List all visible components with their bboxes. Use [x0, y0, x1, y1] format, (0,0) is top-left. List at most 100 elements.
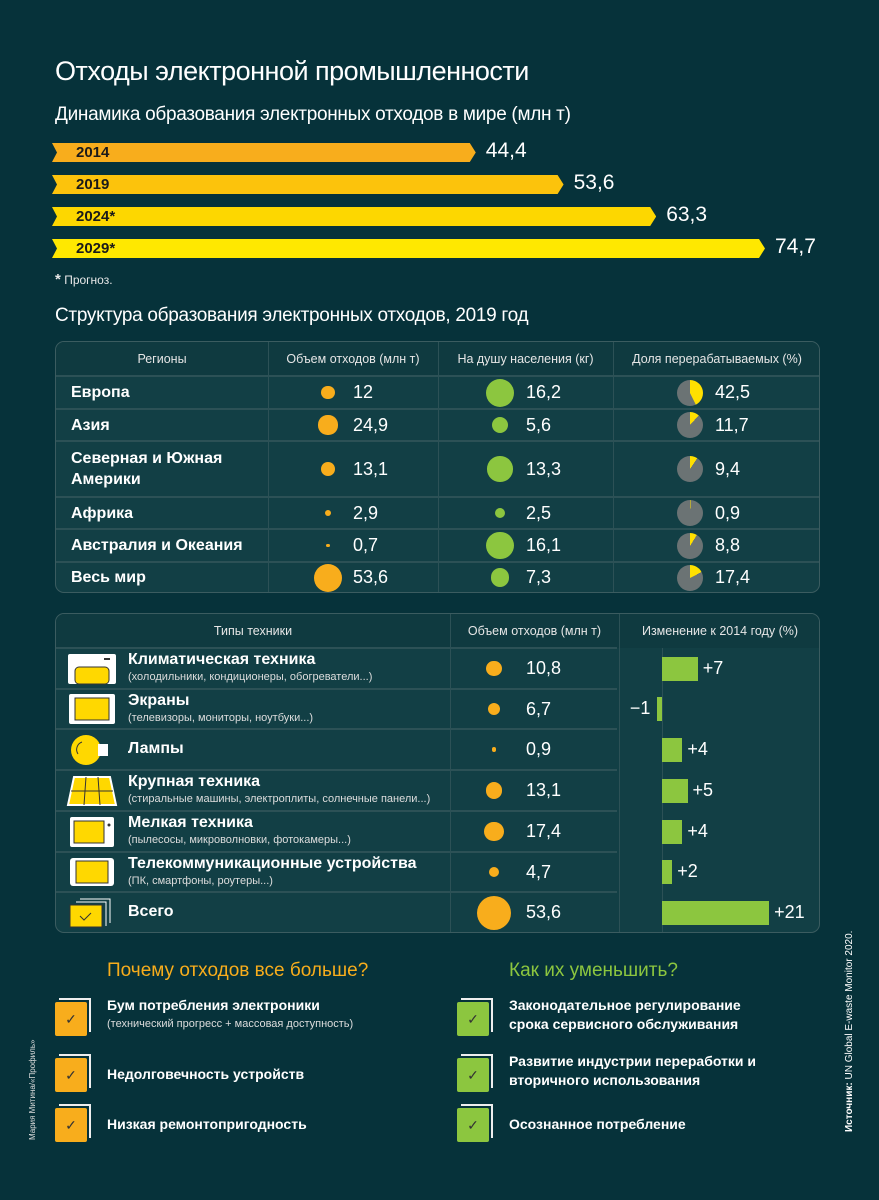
recycled-value: 17,4 — [715, 567, 751, 587]
why-item: Бум потребления электроники (технический … — [107, 996, 377, 1034]
volume-value: 24,9 — [353, 414, 389, 435]
recycled-value: 0,9 — [715, 502, 741, 523]
how-item-text: Законодательное регулирование срока серв… — [509, 997, 741, 1032]
forecast-note: * Прогноз. — [55, 271, 113, 288]
volume-value: 13,1 — [526, 780, 562, 800]
volume-circle — [477, 895, 511, 930]
volume-circle — [321, 462, 335, 476]
change-value: +7 — [702, 657, 724, 678]
per-capita-value: 2,5 — [526, 502, 552, 523]
source-text: UN Global E-waste Monitor 2020. — [844, 930, 855, 1080]
row-divider — [56, 408, 819, 410]
column-header: Объем отходов (млн т) — [450, 614, 619, 648]
per-capita-value: 16,2 — [526, 382, 562, 402]
check-icon-front: ✓ — [457, 1108, 489, 1142]
check-icon: ✓ — [457, 1054, 493, 1092]
bar-2024*: 2024* — [52, 207, 656, 226]
row-divider — [56, 375, 819, 377]
column-header: На душу населения (кг) — [438, 342, 613, 376]
volume-value: 53,6 — [526, 902, 562, 922]
per-capita-circle — [491, 416, 509, 434]
device-type-examples: (стиральные машины, электроплиты, солнеч… — [128, 793, 431, 805]
bar-2014: 2014 — [52, 143, 476, 162]
row-divider — [56, 647, 617, 649]
bar-value-label: 74,7 — [775, 235, 816, 258]
bar-2019: 2019 — [52, 175, 564, 194]
how-item: Законодательное регулирование срока серв… — [509, 996, 779, 1034]
column-header: Доля перерабатываемых (%) — [613, 342, 819, 376]
column-divider — [268, 342, 269, 592]
region-name: Африка — [71, 504, 134, 522]
check-icon: ✓ — [457, 1104, 493, 1142]
device-type-name: Климатическая техника — [128, 651, 316, 668]
volume-circle — [486, 660, 502, 677]
check-icon-front: ✓ — [457, 1058, 489, 1092]
change-value: +5 — [692, 779, 714, 800]
recycled-pie — [677, 500, 703, 526]
device-type-examples: (пылесосы, микроволновки, фотокамеры...) — [128, 834, 351, 846]
column-header: Типы техники — [56, 614, 450, 648]
change-bar — [662, 778, 688, 803]
change-bar — [662, 900, 770, 925]
row-divider — [56, 728, 617, 730]
volume-circle — [485, 782, 503, 799]
per-capita-value: 5,6 — [526, 414, 552, 435]
device-type-name: Экраны — [128, 692, 190, 709]
row-divider — [56, 891, 617, 893]
per-capita-value: 7,3 — [526, 567, 552, 587]
volume-value: 53,6 — [353, 567, 389, 587]
recycled-value: 9,4 — [715, 458, 741, 479]
screen-icon — [66, 693, 118, 725]
volume-value: 0,7 — [353, 535, 379, 555]
device-type-name: Мелкая техника — [128, 814, 253, 831]
check-icon-back — [461, 1104, 493, 1138]
volume-circle — [318, 415, 338, 435]
recycled-pie — [677, 532, 703, 559]
source-label: Источник: — [844, 1082, 855, 1132]
why-heading: Почему отходов все больше? — [107, 960, 369, 981]
column-header: Изменение к 2014 году (%) — [619, 614, 819, 648]
row-divider — [56, 688, 617, 690]
column-divider — [438, 342, 439, 592]
bar-year-label: 2029* — [76, 240, 116, 257]
author-credit: Мария Митина/«Профиль» — [28, 1039, 37, 1140]
how-item-text: Осознанное потребление — [509, 1116, 686, 1132]
region-table: Регионы Объем отходов (млн т) На душу насе… — [55, 341, 820, 593]
check-icon-front: ✓ — [457, 1002, 489, 1036]
column-header: Объем отходов (млн т) — [268, 342, 438, 376]
stack-check-icon — [66, 897, 118, 929]
bar-value-label: 63,3 — [666, 203, 708, 226]
volume-circle — [488, 866, 500, 878]
volume-value: 12 — [353, 382, 374, 402]
bar-2029*: 2029* — [52, 239, 765, 258]
lamp-icon — [66, 734, 118, 766]
column-header: Регионы — [56, 342, 268, 376]
why-item-sub: (технический прогресс + массовая доступн… — [107, 1018, 354, 1030]
why-item-text: Недолговечность устройств — [107, 1066, 305, 1082]
check-icon-back — [59, 1054, 91, 1088]
change-value: +4 — [687, 738, 708, 759]
column-divider — [613, 342, 614, 592]
row-divider — [56, 440, 819, 442]
bar-year-label: 2019 — [76, 176, 110, 193]
row-divider — [56, 496, 819, 498]
region-name: Азия — [71, 416, 110, 434]
column-divider — [450, 614, 451, 932]
bar-year-label: 2024* — [76, 208, 116, 225]
asterisk: * — [55, 271, 61, 288]
change-value: −1 — [629, 698, 651, 718]
check-icon-front: ✓ — [55, 1002, 87, 1036]
row-divider — [56, 810, 617, 812]
recycled-value: 11,7 — [715, 414, 749, 435]
check-icon-back — [461, 998, 493, 1032]
region-table-title: Структура образования электронных отходо… — [55, 305, 529, 326]
change-value: +4 — [687, 820, 708, 841]
per-capita-circle — [486, 531, 514, 560]
per-capita-circle — [494, 507, 506, 519]
volume-circle — [321, 385, 335, 400]
change-bar — [656, 697, 662, 721]
microwave-icon — [66, 816, 118, 848]
region-name: Весь мир — [71, 569, 146, 586]
check-icon: ✓ — [55, 998, 91, 1036]
per-capita-circle — [487, 456, 513, 482]
